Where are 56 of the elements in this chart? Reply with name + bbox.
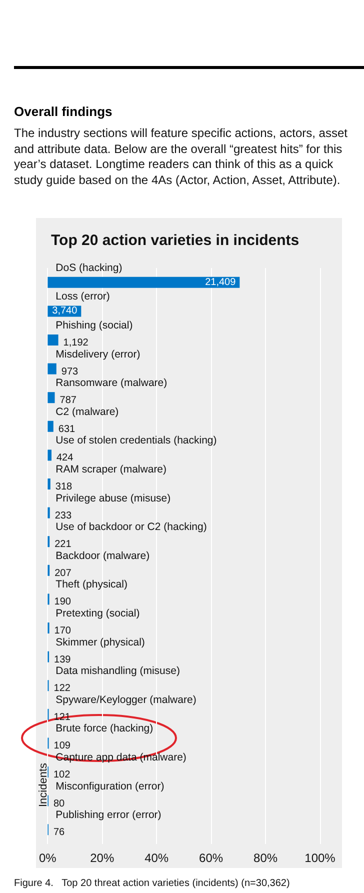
y-tick-label: Use of stolen credentials (hacking) bbox=[56, 434, 217, 447]
y-tick-label: Backdoor (malware) bbox=[56, 550, 150, 562]
bar bbox=[48, 276, 240, 288]
text: The industry sections will feature specific actions, actors, asset and attribute data. Below are the overall “greatest hits” for this year’s dataset. Longtime readers can think of this as a quick study guide based on the 4As (Actor, Action, Asset, Attribute). bbox=[14, 126, 348, 188]
bar bbox=[48, 363, 56, 374]
y-tick-label: C2 (malware) bbox=[56, 406, 119, 418]
annotation: 80 bbox=[53, 798, 66, 810]
bar bbox=[48, 420, 54, 432]
y-axis-title: Incidents bbox=[38, 762, 50, 808]
annotation: 631 bbox=[58, 424, 76, 435]
x-tick-label: 0% bbox=[39, 851, 57, 865]
annotation: 102 bbox=[53, 770, 71, 780]
annotation: 21,409 bbox=[205, 276, 236, 288]
annotation: 973 bbox=[61, 366, 79, 378]
annotation: 122 bbox=[54, 683, 71, 694]
y-tick-label: Theft (physical) bbox=[56, 578, 128, 591]
x-tick-label: 20% bbox=[90, 851, 114, 865]
x-tick-label: 40% bbox=[144, 851, 169, 865]
annotation: 318 bbox=[55, 482, 73, 492]
y-tick-label: Ransomware (malware) bbox=[56, 377, 168, 390]
annotation: 221 bbox=[54, 539, 72, 550]
annotation: 190 bbox=[54, 596, 72, 608]
annotation: 76 bbox=[53, 827, 66, 838]
bar bbox=[48, 450, 52, 461]
y-tick-label: Misdelivery (error) bbox=[56, 348, 140, 360]
annotation: 233 bbox=[54, 510, 72, 522]
text: Overall findings bbox=[14, 104, 112, 119]
annotation: 3,740 bbox=[52, 306, 78, 317]
annotation: 139 bbox=[54, 654, 72, 666]
y-tick-label: Phishing (social) bbox=[56, 320, 133, 332]
y-tick-label: Misconfiguration (error) bbox=[56, 780, 164, 792]
annotation: 207 bbox=[54, 568, 72, 579]
bar bbox=[48, 478, 50, 490]
annotation: 424 bbox=[56, 452, 74, 464]
annotation: 170 bbox=[54, 626, 72, 636]
annotation: 1,192 bbox=[63, 338, 89, 348]
y-tick-label: Publishing error (error) bbox=[56, 809, 162, 822]
y-tick-label: Pretexting (social) bbox=[56, 608, 140, 620]
y-tick-label: Data mishandling (misuse) bbox=[56, 665, 180, 678]
annotation: 109 bbox=[54, 740, 71, 752]
y-tick-label: Use of backdoor or C2 (hacking) bbox=[56, 521, 207, 534]
bar bbox=[48, 334, 58, 346]
y-tick-label: Loss (error) bbox=[56, 290, 110, 303]
x-tick-label: 100% bbox=[304, 851, 336, 865]
chart-title: Top 20 action varieties in incidents bbox=[51, 232, 300, 249]
y-tick-label: Brute force (hacking) bbox=[56, 722, 154, 735]
annotation: 787 bbox=[60, 395, 77, 406]
x-tick-label: 60% bbox=[199, 851, 224, 865]
y-tick-label: Privilege abuse (misuse) bbox=[56, 492, 171, 504]
bar bbox=[48, 392, 55, 404]
y-tick-label: RAM scraper (malware) bbox=[56, 464, 167, 476]
x-tick-label: 80% bbox=[254, 851, 278, 865]
y-tick-label: Spyware/Keylogger (malware) bbox=[56, 694, 196, 706]
y-tick-label: Skimmer (physical) bbox=[56, 636, 145, 648]
y-tick-label: DoS (hacking) bbox=[56, 262, 122, 274]
caption: Figure 4. Top 20 threat action varieties (incidents) (n=30,362) bbox=[14, 878, 290, 889]
